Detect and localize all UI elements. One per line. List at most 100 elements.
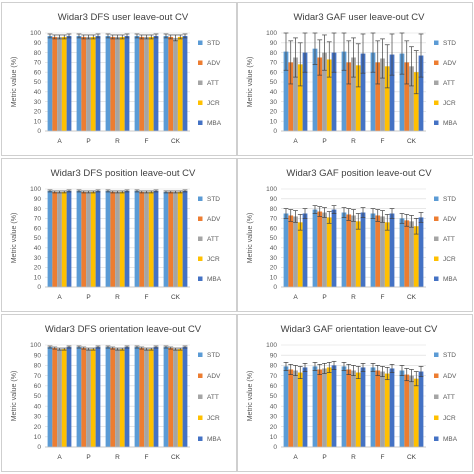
bar-std — [163, 347, 169, 447]
bar-mba — [153, 190, 159, 287]
bar-att — [86, 36, 91, 131]
chart-title: Widar3 GAF orientation leave-out CV — [281, 324, 438, 335]
bar-jcr — [384, 373, 390, 447]
legend-label: ATT — [207, 80, 219, 87]
legend-swatch — [434, 256, 439, 261]
legend-label: JCR — [443, 415, 456, 422]
bar-adv — [168, 36, 174, 131]
legend-label: JCR — [443, 100, 456, 107]
x-tick-label: F — [145, 294, 149, 301]
bar-std — [312, 366, 318, 447]
x-tick-label: CK — [407, 294, 417, 301]
bar-std — [76, 35, 82, 131]
x-tick-label: A — [57, 454, 62, 461]
legend-label: ADV — [207, 60, 221, 67]
bar-adv — [81, 348, 87, 447]
chart-title: Widar3 GAF position leave-out CV — [286, 168, 432, 179]
y-tick-label: 10 — [34, 434, 42, 441]
y-tick-label: 70 — [34, 373, 42, 380]
y-tick-label: 0 — [273, 284, 277, 291]
bar-att — [293, 216, 298, 287]
legend-label: MBA — [443, 276, 458, 283]
legend-label: ADV — [207, 216, 221, 223]
y-tick-label: 30 — [270, 414, 278, 421]
bar-adv — [317, 211, 323, 287]
chart-panel-dfs-user: Widar3 DFS user leave-out CV 0 10 20 30 40 50 6… — [1, 2, 237, 156]
bar-std — [283, 366, 289, 447]
legend-label: MBA — [443, 120, 458, 127]
bar-jcr — [90, 191, 96, 287]
bar-std — [105, 190, 111, 287]
bar-att — [322, 52, 327, 131]
bar-att — [380, 58, 385, 132]
bar-jcr — [326, 59, 332, 131]
bar-mba — [389, 54, 395, 132]
legend-swatch — [434, 196, 439, 201]
y-axis-label: Metric value (%) — [247, 371, 254, 422]
bar-jcr — [148, 36, 154, 131]
legend-label: JCR — [443, 256, 456, 263]
bar-std — [312, 209, 318, 287]
y-tick-label: 40 — [34, 89, 42, 96]
legend-label: STD — [443, 352, 456, 359]
y-tick-label: 0 — [37, 128, 41, 135]
x-tick-label: F — [381, 454, 385, 461]
bar-jcr — [119, 36, 125, 131]
y-tick-label: 20 — [34, 265, 42, 272]
y-tick-label: 100 — [30, 30, 41, 37]
chart-dfs-user: Widar3 DFS user leave-out CV 0 10 20 30 40 50 6… — [11, 12, 222, 145]
x-tick-label: F — [145, 454, 149, 461]
bar-std — [283, 213, 289, 287]
bar-att — [57, 349, 62, 447]
y-tick-label: 100 — [266, 342, 277, 349]
legend-swatch — [198, 373, 203, 378]
x-tick-label: P — [86, 454, 90, 461]
x-tick-label: CK — [407, 138, 417, 145]
y-tick-label: 100 — [266, 30, 277, 37]
y-tick-label: 60 — [34, 225, 42, 232]
bar-std — [370, 52, 376, 131]
bar-att — [86, 349, 91, 447]
bar-att — [380, 216, 385, 287]
legend-swatch — [434, 373, 439, 378]
bar-std — [399, 370, 405, 447]
y-tick-label: 40 — [270, 89, 278, 96]
bar-att — [57, 36, 62, 131]
bar-mba — [360, 367, 366, 447]
legend-swatch — [198, 216, 203, 221]
bar-adv — [52, 36, 58, 131]
legend-swatch — [198, 100, 203, 105]
legend-swatch — [198, 196, 203, 201]
x-tick-label: R — [115, 138, 120, 145]
bar-mba — [95, 347, 101, 447]
y-tick-label: 30 — [270, 99, 278, 106]
chart-panel-dfs-orientation: Widar3 DFS orientation leave-out CV 0 10 20… — [1, 314, 237, 472]
y-tick-label: 0 — [37, 444, 41, 451]
legend-swatch — [198, 40, 203, 45]
y-tick-label: 50 — [270, 393, 278, 400]
bar-adv — [375, 62, 381, 131]
x-tick-label: P — [86, 138, 90, 145]
bar-mba — [66, 35, 72, 131]
legend-label: MBA — [207, 436, 222, 443]
bar-att — [86, 191, 91, 287]
bar-adv — [81, 36, 87, 131]
chart-title: Widar3 DFS position leave-out CV — [51, 168, 196, 179]
legend-label: STD — [443, 196, 456, 203]
y-tick-label: 90 — [34, 40, 42, 47]
bar-mba — [302, 52, 308, 131]
bar-mba — [124, 35, 130, 131]
legend-swatch — [198, 60, 203, 65]
y-tick-label: 30 — [34, 414, 42, 421]
y-tick-label: 0 — [37, 284, 41, 291]
chart-gaf-user: Widar3 GAF user leave-out CV 0 10 20 30 40 50 6… — [247, 12, 458, 145]
bar-jcr — [413, 72, 419, 131]
bar-std — [47, 35, 53, 131]
bar-att — [322, 368, 327, 447]
bar-att — [115, 191, 120, 287]
y-tick-label: 80 — [270, 363, 278, 370]
legend-label: ADV — [443, 60, 457, 67]
legend-label: ATT — [207, 236, 219, 243]
bar-mba — [389, 368, 395, 447]
x-tick-label: F — [381, 294, 385, 301]
